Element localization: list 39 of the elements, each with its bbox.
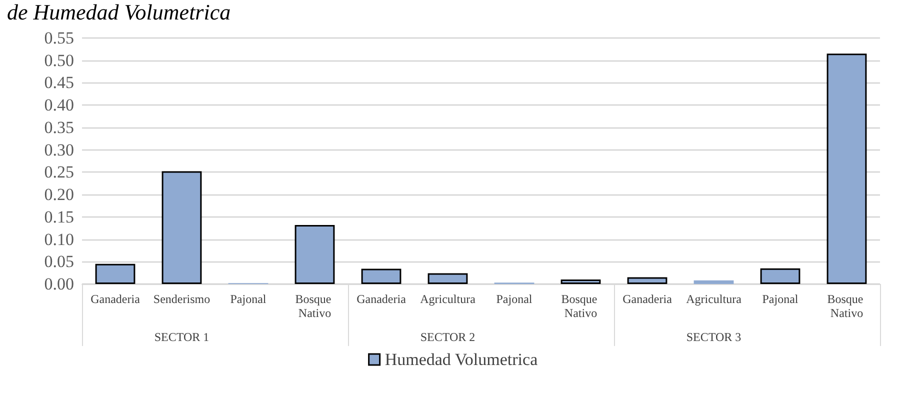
bar xyxy=(428,273,468,284)
x-tick-label: Pajonal xyxy=(496,292,533,306)
x-tick-label: Pajonal xyxy=(762,292,799,306)
y-tick-label: 0.10 xyxy=(44,230,74,249)
bar xyxy=(560,280,601,284)
x-tick-label: Agricultura xyxy=(686,292,742,306)
y-tick-label: 0.20 xyxy=(44,185,74,204)
bar xyxy=(627,277,668,284)
y-tick-label: 0.05 xyxy=(44,252,74,272)
bar xyxy=(694,280,734,284)
y-tick-label: 0.30 xyxy=(44,140,74,160)
text: SECTOR 3 xyxy=(686,330,742,344)
y-tick-label: 0.35 xyxy=(44,118,74,137)
bar xyxy=(826,54,867,284)
text: SECTOR 2 xyxy=(420,330,476,344)
x-tick-label: Agricultura xyxy=(420,292,476,306)
y-tick-label: 0.25 xyxy=(44,162,74,182)
y-tick-label: 0.40 xyxy=(44,96,74,115)
x-tick-label: Ganaderia xyxy=(622,292,673,306)
x-tick-label: Ganaderia xyxy=(356,292,407,306)
y-tick-label: 0.55 xyxy=(44,28,74,48)
bar xyxy=(760,268,800,284)
y-tick-label: 0.00 xyxy=(44,274,74,294)
x-tick-label: Senderismo xyxy=(153,292,210,306)
y-tick-label: 0.50 xyxy=(44,50,74,70)
legend-label: Humedad Volumetrica xyxy=(384,350,538,369)
x-tick-label: Pajonal xyxy=(230,292,267,306)
text: SECTOR 1 xyxy=(154,330,210,344)
x-tick-label: Bosque Nativo xyxy=(295,292,334,320)
y-tick-label: 0.15 xyxy=(44,207,74,226)
x-tick-label: Bosque Nativo xyxy=(827,292,866,320)
y-tick-label: 0.45 xyxy=(44,73,74,92)
bar xyxy=(361,268,402,284)
chart-title: de Humedad Volumetrica xyxy=(7,0,231,24)
x-tick-label: Bosque Nativo xyxy=(561,292,600,320)
bar xyxy=(294,224,335,284)
bar xyxy=(162,171,202,284)
x-tick-label: Ganaderia xyxy=(90,292,141,306)
bar xyxy=(95,264,136,284)
